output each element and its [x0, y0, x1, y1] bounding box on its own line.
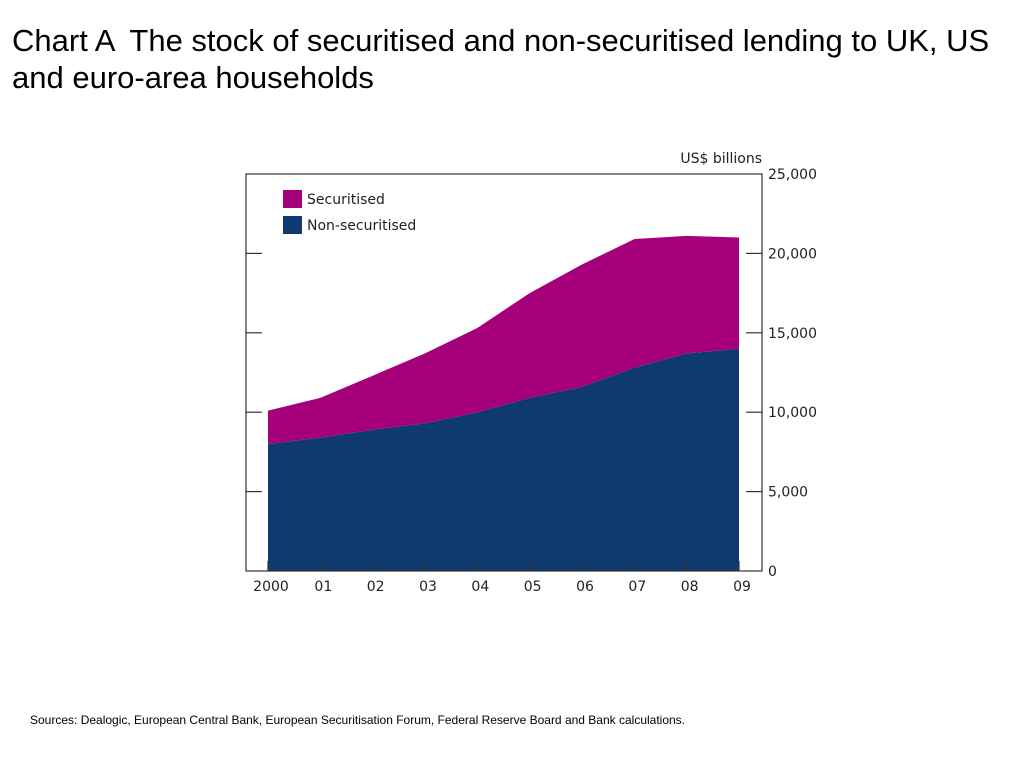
chart-title-label: Chart A [12, 23, 116, 58]
legend-swatch-non-securitised [283, 216, 302, 234]
y-tick-label: 25,000 [768, 167, 817, 183]
unit-label: US$ billions [680, 151, 762, 167]
x-tick-label: 01 [314, 579, 332, 595]
chart-title: Chart A The stock of securitised and non-… [12, 22, 1002, 96]
x-axis: 2000 01 02 03 04 05 06 07 08 09 [253, 561, 751, 595]
x-tick-label: 08 [681, 579, 699, 595]
chart-areas [268, 235, 739, 571]
x-tick-label: 03 [419, 579, 437, 595]
x-tick-label: 2000 [253, 579, 289, 595]
x-tick-label: 06 [576, 579, 594, 595]
legend-label-securitised: Securitised [307, 192, 385, 208]
x-tick-label: 04 [471, 579, 489, 595]
area-non-securitised [268, 348, 739, 571]
y-tick-label: 5,000 [768, 485, 808, 501]
legend: Securitised Non-securitised [283, 190, 416, 234]
legend-label-non-securitised: Non-securitised [307, 218, 416, 234]
y-tick-label: 10,000 [768, 405, 817, 421]
area-securitised [268, 235, 739, 444]
y-tick-label: 0 [768, 564, 777, 580]
y-axis: 0 5,000 10,000 15,000 20,000 25,000 [246, 167, 817, 580]
legend-swatch-securitised [283, 190, 302, 208]
x-tick-label: 07 [628, 579, 646, 595]
sources-note: Sources: Dealogic, European Central Bank… [30, 713, 686, 727]
chart-title-text: The stock of securitised and non-securit… [12, 23, 990, 95]
y-tick-label: 15,000 [768, 326, 817, 342]
y-tick-label: 20,000 [768, 246, 817, 262]
plot-frame [245, 173, 763, 572]
x-tick-label: 09 [733, 579, 751, 595]
x-tick-label: 02 [367, 579, 385, 595]
x-tick-label: 05 [524, 579, 542, 595]
